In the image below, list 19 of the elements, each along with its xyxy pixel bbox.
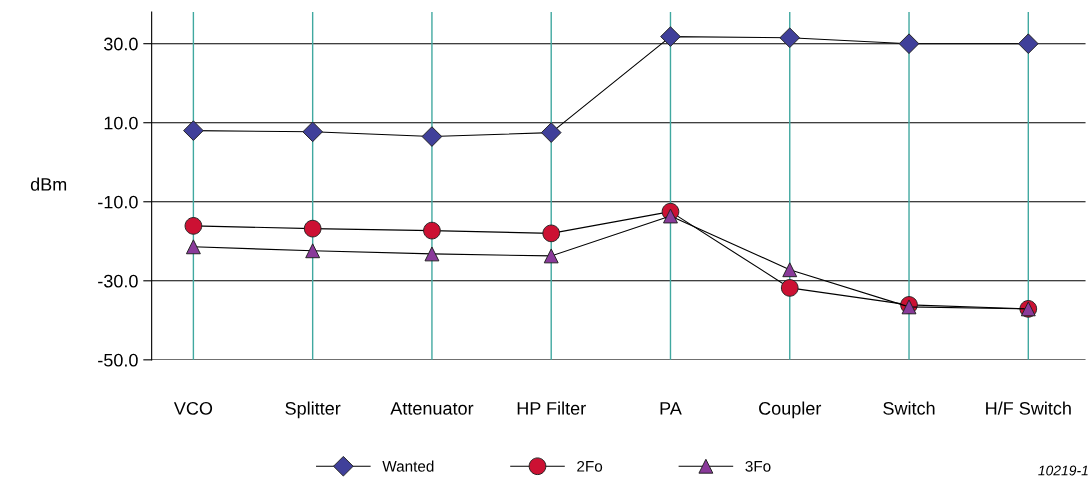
- y-tick-label: -10.0: [98, 195, 138, 209]
- y-tick-label: -30.0: [98, 274, 138, 288]
- point: [421, 126, 443, 147]
- x-tick-label: Splitter: [285, 401, 341, 419]
- x-tick-label: Attenuator: [390, 402, 474, 415]
- x-tick-label: HP Filter: [517, 401, 586, 415]
- y-tick-label: -50.0: [98, 353, 138, 367]
- y-tick-label: 30.0: [104, 37, 138, 51]
- y-tick-label: 10.0: [104, 116, 138, 130]
- legend-label: 3Fo: [745, 460, 771, 472]
- x-tick-label: H/F Switch: [986, 401, 1071, 415]
- x-tick-label: PA: [660, 402, 682, 415]
- x-tick-label: VCO: [173, 401, 213, 415]
- x-tick-label: Coupler: [759, 401, 822, 419]
- y-axis-title: dBm: [30, 177, 67, 191]
- legend-label: Wanted: [382, 460, 434, 472]
- text: 10219-1: [1038, 465, 1088, 476]
- legend-label: 2Fo: [577, 460, 603, 472]
- x-tick-label: Switch: [883, 401, 935, 415]
